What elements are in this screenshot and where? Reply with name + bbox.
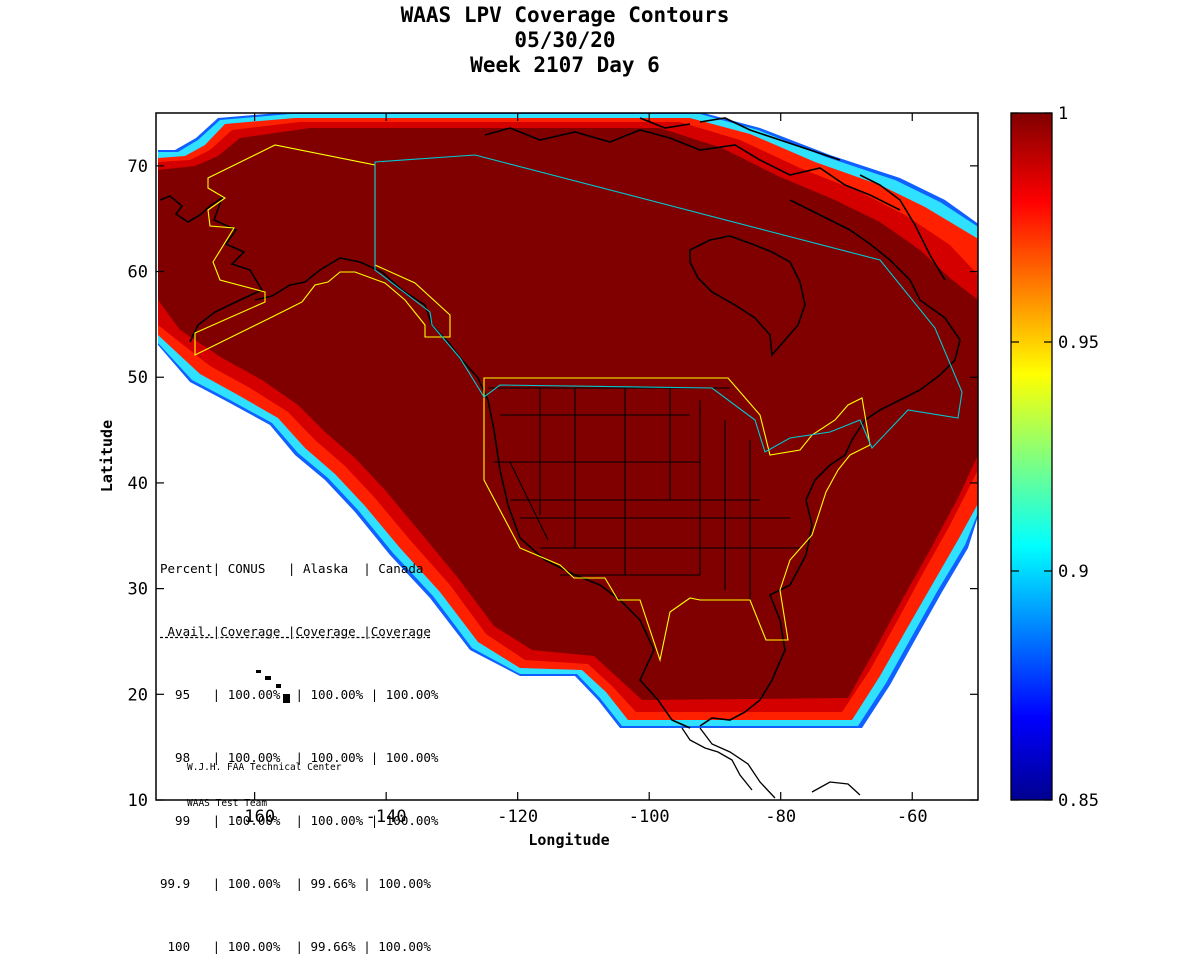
colorbar bbox=[1010, 112, 1053, 801]
y-tick-label: 50 bbox=[128, 368, 148, 388]
chart-title: WAAS LPV Coverage Contours bbox=[400, 3, 730, 27]
x-tick-label: -140 bbox=[366, 807, 407, 827]
plot-frame bbox=[155, 112, 979, 801]
stats-row-100: 100 | 100.00% | 99.66% | 100.00% bbox=[160, 939, 431, 954]
colorbar-tick-label: 0.85 bbox=[1058, 791, 1099, 811]
stats-header-1: Percent| CONUS | Alaska | Canada bbox=[160, 561, 424, 576]
coastlines bbox=[159, 117, 961, 729]
colorbar-tick-label: 0.95 bbox=[1058, 333, 1099, 353]
chart-date: 05/30/20 bbox=[514, 28, 616, 52]
y-axis-ticks: 10 20 30 40 50 60 70 bbox=[128, 157, 978, 811]
x-tick-label: -80 bbox=[765, 807, 796, 827]
coverage-stats-table: Percent| CONUS | Alaska | Canada Avail.|… bbox=[160, 516, 438, 978]
y-tick-label: 40 bbox=[128, 474, 148, 494]
x-tick-label: -60 bbox=[897, 807, 928, 827]
hawaii-islands bbox=[256, 670, 290, 703]
stats-row-98: 98 | 100.00% | 100.00% | 100.00% bbox=[160, 750, 439, 765]
canada-region-outline bbox=[374, 154, 963, 453]
y-tick-label: 10 bbox=[128, 791, 148, 811]
colorbar-ticks: 1 0.95 0.9 0.85 bbox=[1011, 104, 1099, 811]
stats-row-95: 95 | 100.00% | 100.00% | 100.00% bbox=[160, 687, 439, 702]
us-state-borders bbox=[488, 387, 800, 600]
x-tick-label: -120 bbox=[497, 807, 538, 827]
credit-line-1: W.J.H. FAA Technical Center bbox=[187, 762, 342, 773]
central-america-coastline bbox=[681, 727, 861, 799]
colorbar-tick-label: 0.9 bbox=[1058, 562, 1089, 582]
coverage-core bbox=[158, 128, 978, 700]
alaska-region-outline bbox=[194, 144, 451, 356]
stats-row-99: 99 | 100.00% | 100.00% | 100.00% bbox=[160, 813, 439, 828]
x-tick-label: -100 bbox=[629, 807, 670, 827]
credit-text: W.J.H. FAA Technical Center WAAS Test Te… bbox=[187, 738, 341, 822]
coverage-contours bbox=[158, 113, 978, 729]
credit-line-2: WAAS Test Team bbox=[187, 798, 268, 809]
x-axis-label: Longitude bbox=[528, 831, 609, 849]
service-region-outlines bbox=[194, 144, 963, 663]
y-tick-label: 60 bbox=[128, 263, 148, 283]
x-axis-ticks: -160 -140 -120 -100 -80 -60 bbox=[234, 113, 928, 827]
coverage-map-plot: -160 -140 -120 -100 -80 -60 10 20 30 40 50 60 70 Lo… bbox=[98, 104, 1099, 849]
chart-week-day: Week 2107 Day 6 bbox=[470, 53, 660, 77]
stats-row-99-9: 99.9 | 100.00% | 99.66% | 100.00% bbox=[160, 876, 431, 891]
y-tick-label: 30 bbox=[128, 580, 148, 600]
y-tick-label: 70 bbox=[128, 157, 148, 177]
x-tick-label: -160 bbox=[234, 807, 275, 827]
colorbar-tick-label: 1 bbox=[1058, 104, 1068, 124]
stats-header-2: Avail.|Coverage |Coverage |Coverage bbox=[160, 624, 431, 639]
y-tick-label: 20 bbox=[128, 685, 148, 705]
y-axis-label: Latitude bbox=[98, 420, 116, 492]
